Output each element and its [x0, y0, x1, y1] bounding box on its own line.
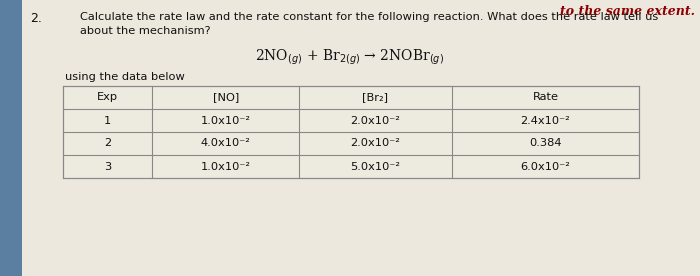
Text: Exp: Exp	[97, 92, 118, 102]
Text: 2.4x10⁻²: 2.4x10⁻²	[521, 115, 570, 126]
Text: 1.0x10⁻²: 1.0x10⁻²	[201, 115, 251, 126]
Text: 5.0x10⁻²: 5.0x10⁻²	[351, 161, 400, 171]
Text: 2.0x10⁻²: 2.0x10⁻²	[351, 115, 400, 126]
Text: [NO]: [NO]	[213, 92, 239, 102]
Text: 2.0x10⁻²: 2.0x10⁻²	[351, 139, 400, 148]
Text: using the data below: using the data below	[65, 72, 185, 82]
Text: 1: 1	[104, 115, 111, 126]
Text: Rate: Rate	[533, 92, 559, 102]
Text: 2.: 2.	[30, 12, 42, 25]
Text: 4.0x10⁻²: 4.0x10⁻²	[201, 139, 251, 148]
Text: 1.0x10⁻²: 1.0x10⁻²	[201, 161, 251, 171]
Text: about the mechanism?: about the mechanism?	[80, 26, 211, 36]
Text: 6.0x10⁻²: 6.0x10⁻²	[521, 161, 570, 171]
FancyBboxPatch shape	[63, 86, 639, 178]
Text: to the same extent.: to the same extent.	[560, 5, 695, 18]
Text: [Br₂]: [Br₂]	[363, 92, 389, 102]
Text: Calculate the rate law and the rate constant for the following reaction. What do: Calculate the rate law and the rate cons…	[80, 12, 658, 22]
Text: 2NO$_{(g)}$ + Br$_{2(g)}$ → 2NOBr$_{(g)}$: 2NO$_{(g)}$ + Br$_{2(g)}$ → 2NOBr$_{(g)}…	[256, 48, 444, 67]
Text: 0.384: 0.384	[529, 139, 561, 148]
FancyBboxPatch shape	[0, 0, 22, 276]
Text: 2: 2	[104, 139, 111, 148]
Text: 3: 3	[104, 161, 111, 171]
